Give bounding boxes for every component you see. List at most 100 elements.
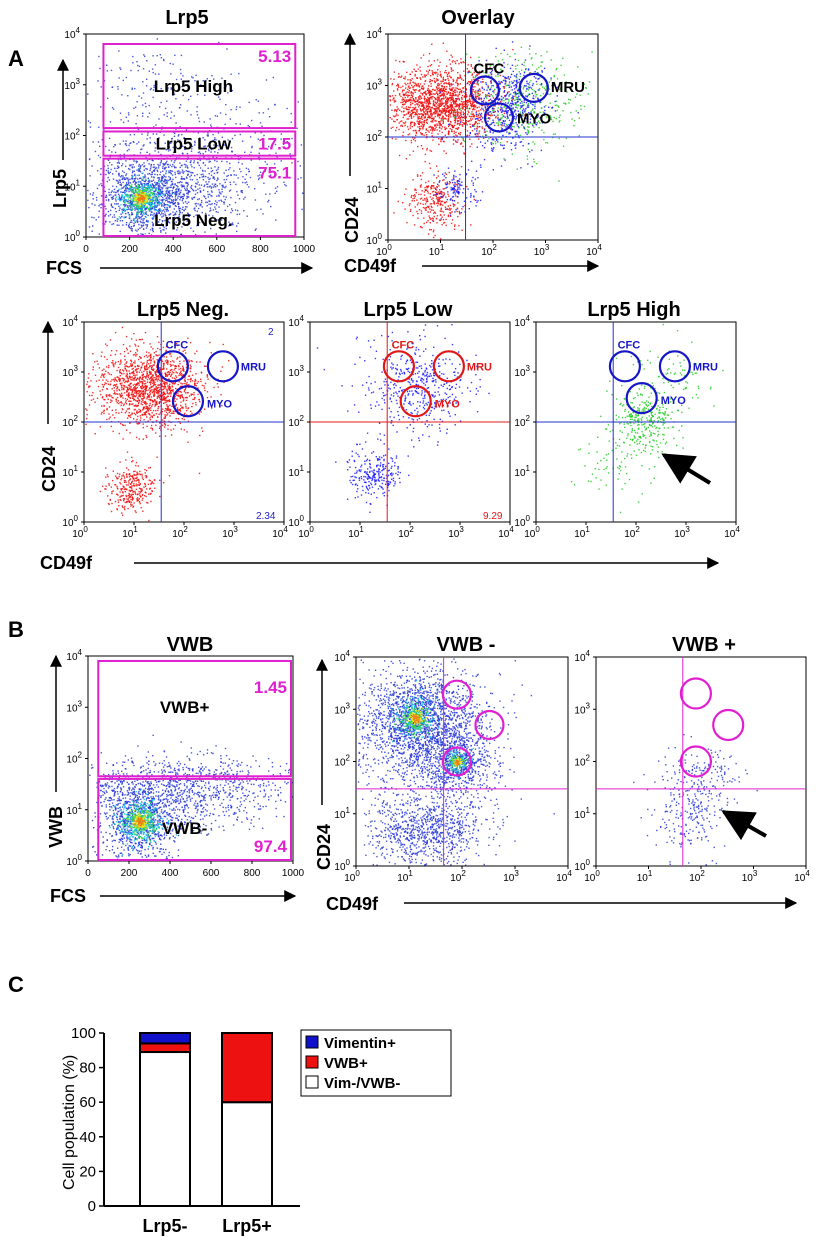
event-dot	[212, 186, 215, 188]
event-dot	[428, 205, 430, 208]
event-dot	[124, 199, 126, 201]
event-dot	[143, 166, 145, 168]
event-dot	[460, 61, 462, 63]
event-dot	[145, 187, 147, 190]
event-dot	[184, 206, 187, 208]
event-dot	[416, 174, 419, 176]
event-dot	[395, 129, 397, 132]
event-dot	[146, 219, 148, 222]
event-dot	[443, 86, 446, 88]
event-dot	[205, 79, 207, 82]
event-dot	[454, 60, 456, 63]
event-dot	[208, 181, 210, 183]
event-dot	[423, 124, 425, 126]
event-dot	[397, 108, 399, 110]
event-dot	[175, 176, 177, 179]
event-dot	[455, 103, 457, 105]
event-dot	[436, 123, 438, 125]
event-dot	[203, 147, 206, 150]
event-dot	[512, 48, 514, 51]
event-dot	[136, 214, 138, 216]
event-dot	[411, 121, 413, 124]
event-dot	[165, 172, 167, 174]
event-dot	[172, 211, 174, 213]
event-dot	[207, 167, 209, 169]
event-dot	[140, 190, 142, 193]
event-dot	[462, 138, 464, 140]
event-dot	[450, 99, 452, 101]
event-dot	[453, 116, 456, 118]
event-dot	[182, 184, 184, 186]
event-dot	[144, 176, 147, 178]
event-dot	[462, 61, 464, 63]
event-dot	[120, 213, 122, 215]
event-dot	[467, 107, 469, 110]
event-dot	[245, 173, 248, 176]
event-dot	[587, 93, 589, 95]
event-dot	[410, 116, 413, 118]
event-dot	[172, 222, 174, 224]
event-dot	[187, 193, 189, 195]
event-dot	[130, 193, 132, 196]
event-dot	[478, 94, 481, 97]
event-dot	[414, 104, 416, 106]
event-dot	[166, 208, 168, 210]
event-dot	[137, 69, 139, 72]
event-dot	[238, 72, 240, 75]
event-dot	[133, 220, 136, 222]
event-dot	[445, 65, 448, 67]
event-dot	[144, 102, 147, 105]
event-dot	[150, 164, 152, 166]
event-dot	[503, 106, 505, 108]
event-dot	[135, 106, 137, 108]
event-dot	[183, 185, 185, 187]
event-dot	[143, 205, 146, 207]
event-dot	[115, 203, 118, 205]
event-dot	[421, 123, 424, 126]
event-dot	[133, 174, 136, 176]
event-dot	[152, 160, 154, 162]
event-dot	[162, 213, 164, 215]
event-dot	[518, 105, 520, 107]
event-dot	[434, 71, 436, 74]
event-dot	[434, 81, 436, 83]
event-dot	[181, 152, 184, 154]
event-dot	[444, 206, 447, 208]
panel-label-a: A	[8, 46, 24, 71]
event-dot	[437, 133, 439, 135]
event-dot	[104, 215, 106, 217]
event-dot	[277, 170, 279, 172]
event-dot	[546, 51, 548, 53]
event-dot	[160, 128, 163, 130]
event-dot	[458, 224, 460, 227]
event-dot	[180, 178, 182, 180]
event-dot	[219, 143, 221, 145]
event-dot	[439, 100, 441, 102]
event-dot	[128, 213, 130, 216]
event-dot	[434, 93, 436, 95]
event-dot	[136, 115, 139, 117]
event-dot	[452, 205, 455, 208]
event-dot	[124, 190, 126, 192]
event-dot	[442, 86, 444, 88]
event-dot	[259, 122, 262, 124]
event-dot	[473, 198, 475, 201]
event-dot	[439, 95, 441, 97]
event-dot	[436, 78, 439, 81]
event-dot	[173, 186, 175, 188]
event-dot	[163, 203, 165, 205]
event-dot	[390, 127, 392, 129]
event-dot	[156, 198, 159, 200]
event-dot	[197, 181, 199, 183]
event-dot	[89, 126, 92, 128]
event-dot	[122, 212, 124, 214]
event-dot	[432, 112, 435, 114]
event-dot	[237, 194, 239, 196]
event-dot	[482, 81, 484, 83]
event-dot	[431, 206, 433, 208]
event-dot	[413, 224, 416, 226]
event-dot	[141, 204, 143, 207]
event-dot	[262, 112, 265, 114]
event-dot	[451, 94, 453, 97]
